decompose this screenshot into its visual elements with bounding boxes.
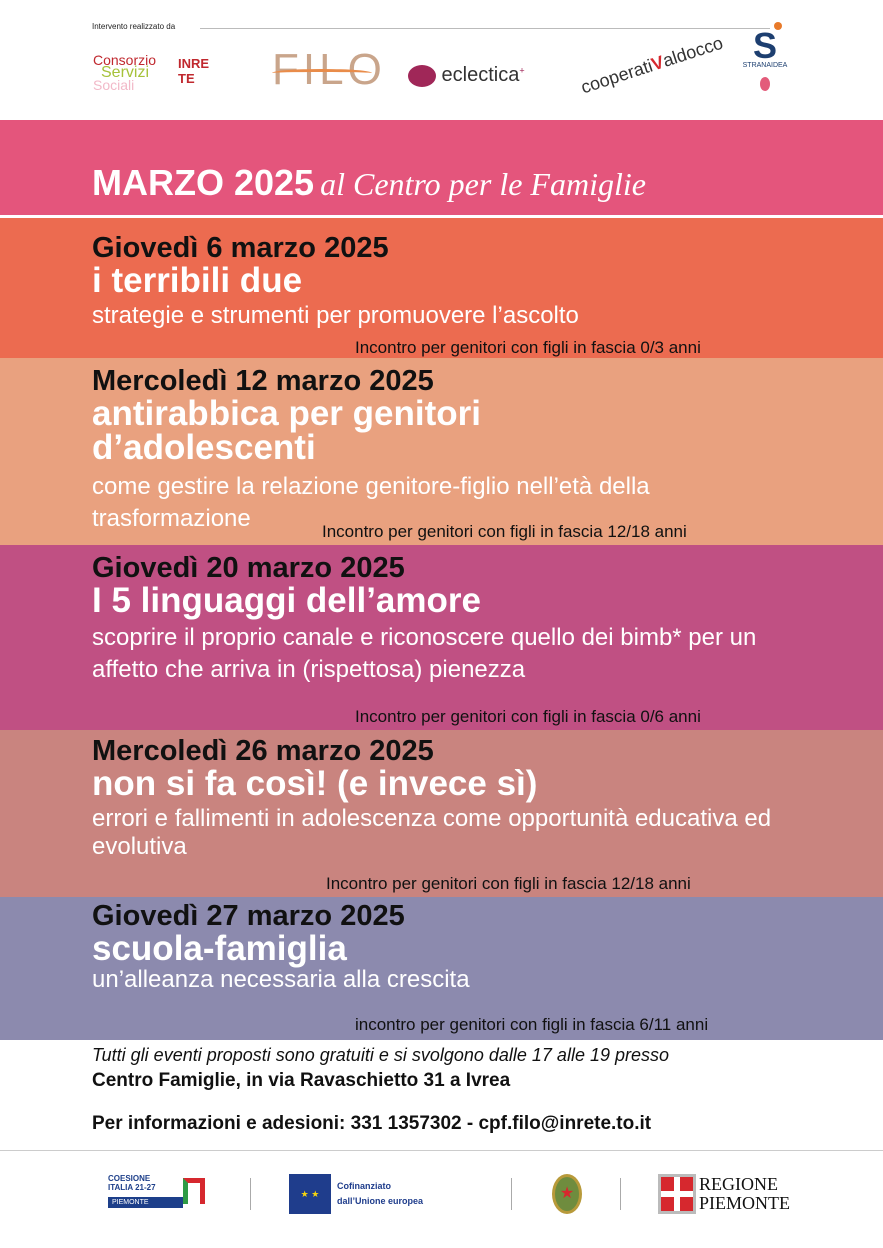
event-note: Incontro per genitori con figli in fasci…	[355, 707, 701, 726]
divider	[250, 1178, 251, 1210]
logo-eu: ★ ★ Cofinanziato dall’Unione europea	[289, 1174, 423, 1214]
divider	[200, 28, 770, 29]
divider	[511, 1178, 512, 1210]
event-subtitle: strategie e strumenti per promuovere l’a…	[92, 302, 579, 329]
event-2: Mercoledì 12 marzo 2025 antirabbica per …	[0, 358, 883, 545]
logo-regione-piemonte: REGIONE PIEMONTE	[658, 1174, 790, 1214]
event-note: Incontro per genitori con figli in fasci…	[355, 338, 701, 357]
event-note: Incontro per genitori con figli in fasci…	[326, 874, 691, 893]
emblem-repubblica-italiana: ★	[552, 1174, 582, 1214]
event-subtitle: errori e fallimenti in adolescenza come …	[92, 805, 772, 860]
venue-text: Centro Famiglie, in via Ravaschietto 31 …	[92, 1070, 511, 1091]
event-title: scuola-famiglia	[92, 929, 347, 968]
event-subtitle: scoprire il proprio canale e riconoscere…	[92, 624, 757, 683]
event-date: Mercoledì 26 marzo 2025	[92, 735, 434, 767]
event-3: Giovedì 20 marzo 2025 I 5 linguaggi dell…	[0, 545, 883, 730]
event-date: Mercoledì 12 marzo 2025	[92, 365, 434, 397]
logo-coesione-italia: COESIONE ITALIA 21-27 PIEMONTE	[108, 1174, 210, 1214]
intro-label: Intervento realizzato da	[92, 22, 176, 31]
event-note: Incontro per genitori con figli in fasci…	[318, 522, 687, 542]
event-note: incontro per genitori con figli in fasci…	[355, 1015, 709, 1034]
logo-valdocco: cooperatiValdocco	[578, 32, 726, 98]
free-events-text: Tutti gli eventi proposti sono gratuiti …	[92, 1045, 670, 1065]
logo-filo: FILO	[272, 45, 386, 94]
divider	[0, 1150, 883, 1151]
event-title: non si fa così! (e invece sì)	[92, 764, 538, 803]
event-title: I 5 linguaggi dell’amore	[92, 581, 481, 620]
event-subtitle: come gestire la relazione genitore-figli…	[92, 473, 650, 532]
event-1: Giovedì 6 marzo 2025 i terribili due str…	[0, 218, 883, 358]
logo-inrete: Consorzio Servizi Sociali INRE TE	[93, 52, 210, 93]
poster-title: MARZO 2025 al Centro per le Famiglie	[0, 120, 883, 215]
event-date: Giovedì 20 marzo 2025	[92, 552, 405, 584]
event-subtitle: un’alleanza necessaria alla crescita	[92, 966, 470, 993]
info-contact[interactable]: Per informazioni e adesioni: 331 1357302…	[92, 1113, 652, 1134]
event-4: Mercoledì 26 marzo 2025 non si fa così! …	[0, 730, 883, 897]
event-5: Giovedì 27 marzo 2025 scuola-famiglia un…	[0, 897, 883, 1040]
logo-stranaidea: S STRANAIDEA	[740, 22, 790, 91]
divider	[620, 1178, 621, 1210]
title-main: MARZO 2025	[92, 162, 315, 203]
event-title: antirabbica per genitori d’adolescenti	[92, 394, 481, 467]
event-date: Giovedì 27 marzo 2025	[92, 900, 405, 932]
title-sub: al Centro per le Famiglie	[320, 166, 646, 202]
logo-eclectica: eclectica+	[408, 64, 525, 87]
event-date: Giovedì 6 marzo 2025	[92, 232, 389, 264]
event-title: i terribili due	[92, 261, 303, 300]
